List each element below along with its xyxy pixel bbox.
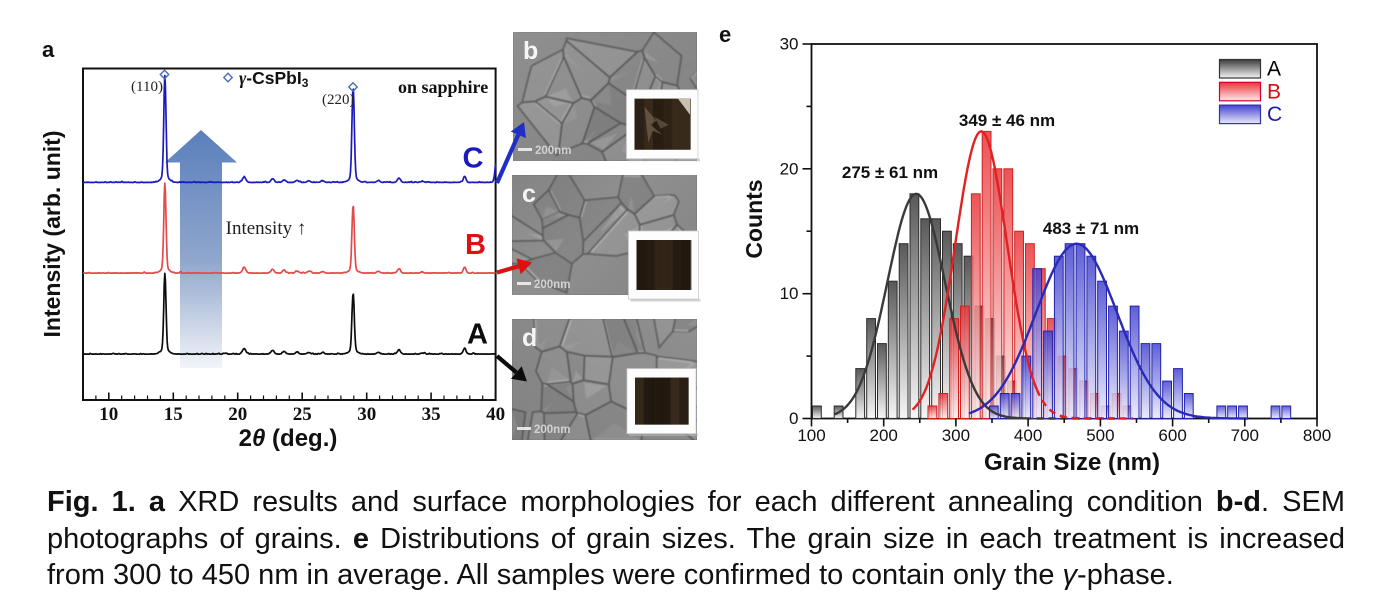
svg-text:Intensity (arb. unit): Intensity (arb. unit) <box>39 131 65 338</box>
svg-text:C: C <box>1267 103 1282 126</box>
svg-text:30: 30 <box>780 35 799 54</box>
svg-text:200: 200 <box>870 426 898 445</box>
svg-text:C: C <box>463 143 484 175</box>
svg-text:(220): (220) <box>322 92 355 108</box>
svg-text:B: B <box>1267 80 1281 103</box>
svg-text:35: 35 <box>422 404 441 425</box>
svg-text:20: 20 <box>228 404 247 425</box>
svg-text:B: B <box>465 229 486 261</box>
svg-text:c: c <box>522 180 536 208</box>
svg-text:349 ± 46 nm: 349 ± 46 nm <box>959 111 1055 130</box>
svg-text:30: 30 <box>357 404 376 425</box>
svg-text:0: 0 <box>789 409 798 428</box>
svg-text:300: 300 <box>942 426 970 445</box>
svg-text:(110): (110) <box>131 79 163 95</box>
svg-text:on sapphire: on sapphire <box>398 77 488 97</box>
svg-text:800: 800 <box>1303 426 1331 445</box>
svg-text:500: 500 <box>1086 426 1114 445</box>
svg-text:100: 100 <box>797 426 825 445</box>
svg-text:a: a <box>42 37 55 62</box>
svg-text:e: e <box>719 22 731 47</box>
svg-text:d: d <box>522 324 537 352</box>
svg-text:25: 25 <box>293 404 312 425</box>
svg-text:A: A <box>467 319 488 351</box>
svg-text:200nm: 200nm <box>534 424 570 436</box>
svg-text:Intensity ↑: Intensity ↑ <box>226 218 307 239</box>
svg-text:Grain Size (nm): Grain Size (nm) <box>984 449 1160 476</box>
svg-text:10: 10 <box>99 404 118 425</box>
svg-text:40: 40 <box>486 404 505 425</box>
svg-text:600: 600 <box>1158 426 1186 445</box>
svg-text:10: 10 <box>780 284 799 303</box>
svg-text:483 ± 71 nm: 483 ± 71 nm <box>1043 219 1139 238</box>
svg-text:Counts: Counts <box>741 179 767 258</box>
svg-text:20: 20 <box>780 159 799 178</box>
svg-text:15: 15 <box>164 404 183 425</box>
svg-text:b: b <box>523 37 538 65</box>
svg-text:2θ (deg.): 2θ (deg.) <box>239 425 338 452</box>
svg-text:275 ± 61 nm: 275 ± 61 nm <box>842 163 938 182</box>
svg-text:200nm: 200nm <box>534 279 570 291</box>
svg-text:A: A <box>1267 58 1281 81</box>
svg-text:400: 400 <box>1014 426 1042 445</box>
svg-text:γ-CsPbI3: γ-CsPbI3 <box>239 68 309 90</box>
svg-text:700: 700 <box>1231 426 1259 445</box>
svg-text:200nm: 200nm <box>535 145 571 157</box>
